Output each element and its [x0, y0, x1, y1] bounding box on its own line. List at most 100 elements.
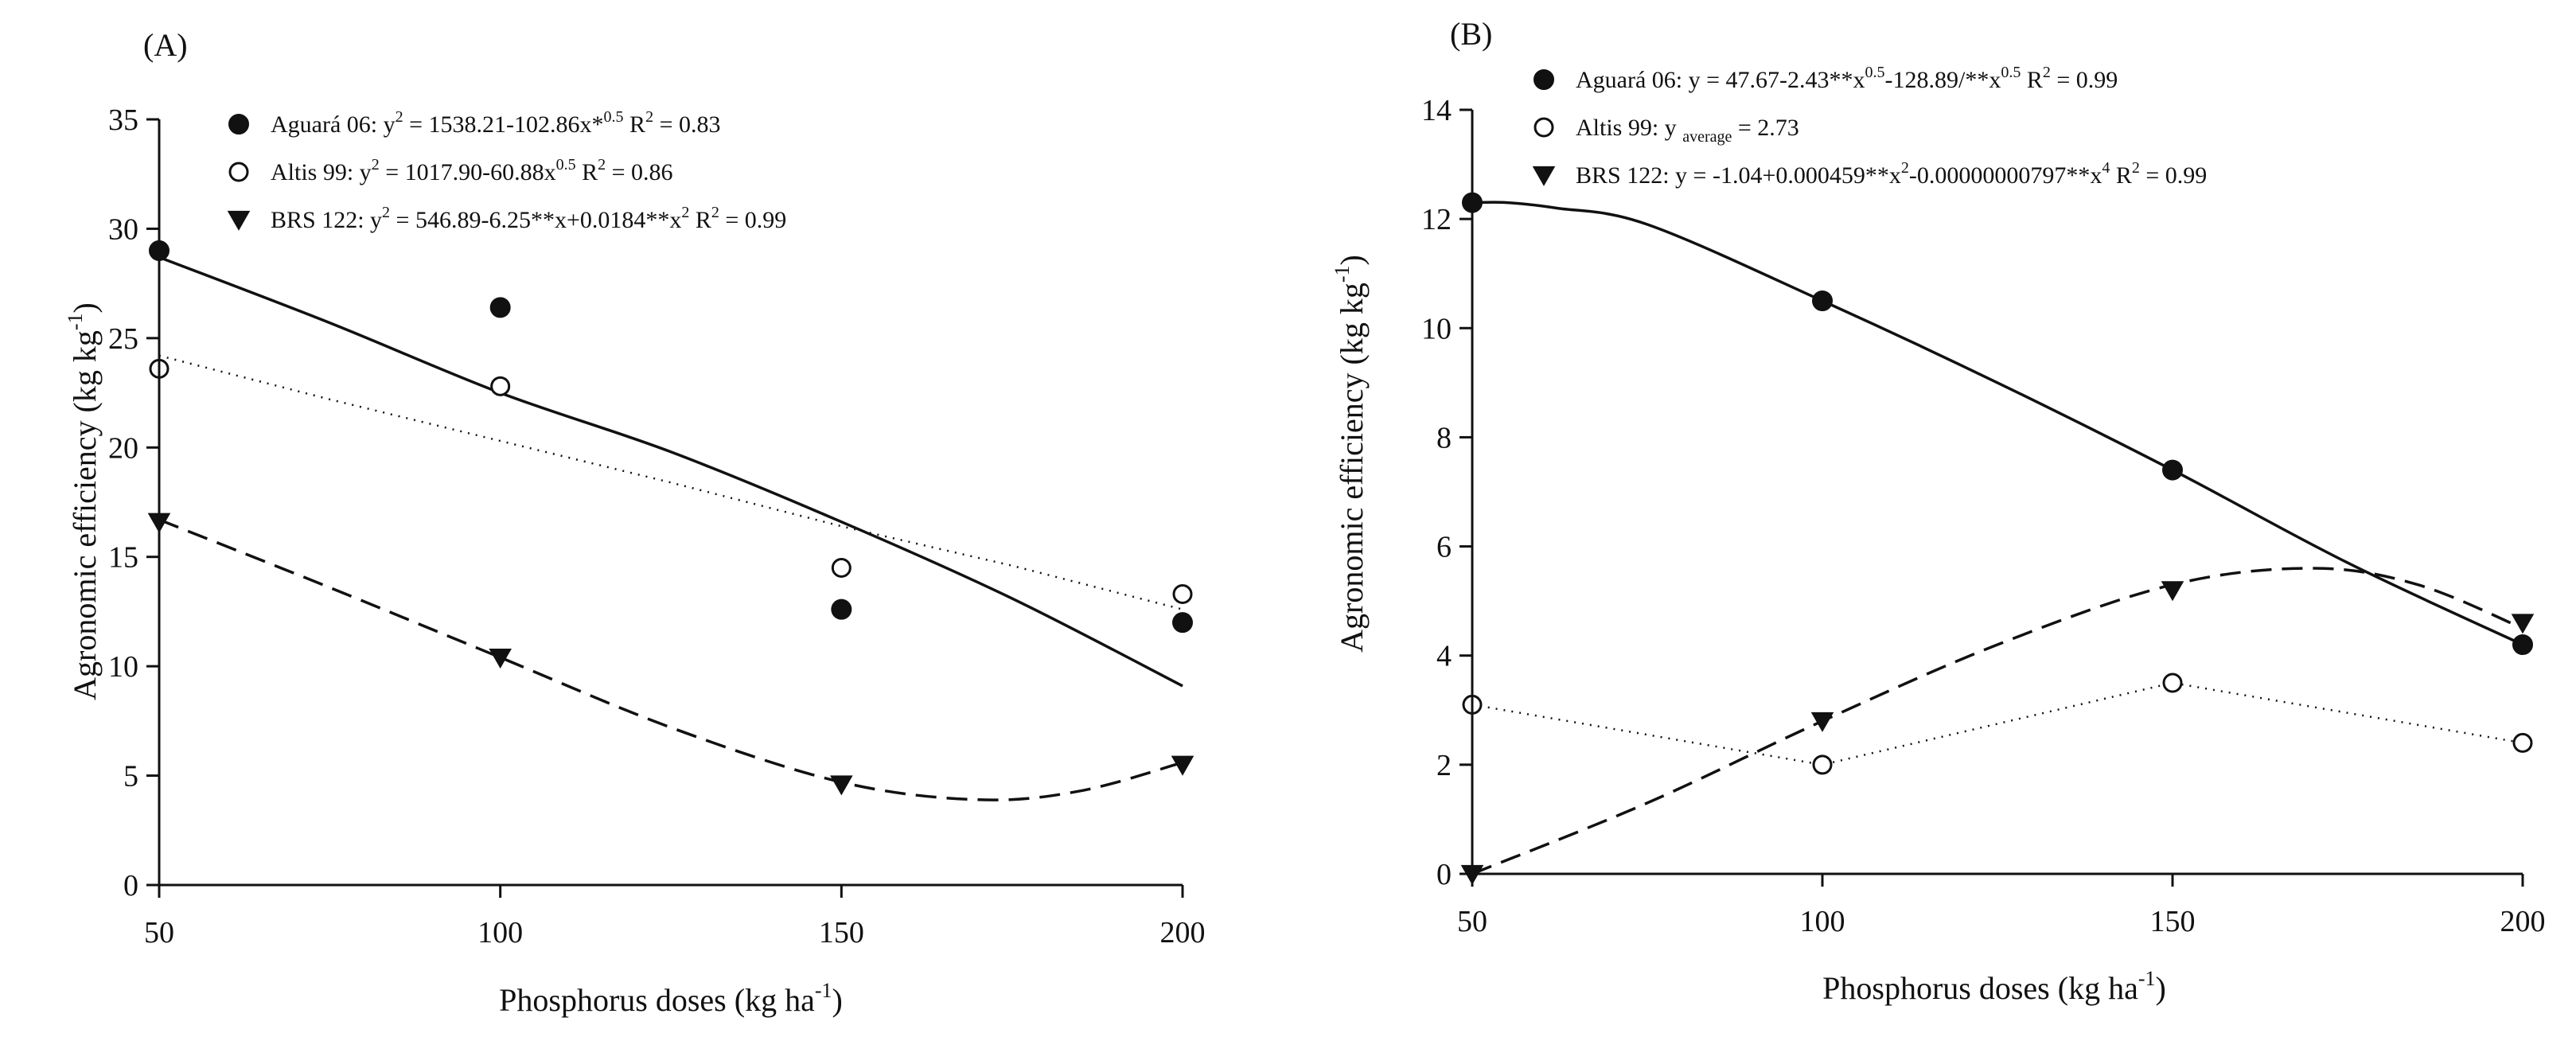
legend-text-segment: BRS 122: y = -1.04+0.000459**x — [1576, 162, 1901, 189]
x-tick-label: 200 — [1160, 916, 1206, 949]
point-brs-122 — [489, 648, 512, 669]
x-tick-label: 50 — [144, 916, 174, 949]
panel-a-x-axis-title: Phosphorus doses (kg ha-1) — [499, 979, 843, 1018]
panel-b-points — [1460, 192, 2535, 885]
point-altis-99 — [1812, 754, 1833, 775]
x-tick-label: 50 — [1457, 905, 1487, 938]
point-brs-122 — [1810, 712, 1834, 732]
legend-text-segment: 0.5 — [604, 108, 624, 126]
legend-text-segment: 2 — [382, 204, 390, 221]
legend-text-segment: = 0.99 — [719, 207, 786, 233]
legend-text-segment: = 0.86 — [606, 159, 672, 185]
panel-a-y-axis-title: Agronomic efficiency (kg kg-1) — [64, 302, 103, 700]
x-tick-label: 200 — [2500, 905, 2546, 938]
legend-text-segment: -0.00000000797**x — [1909, 162, 2102, 189]
legend-text-segment: Aguará 06: y = 47.67-2.43**x — [1576, 67, 1865, 93]
fit-line-brs-122 — [158, 518, 1183, 801]
y-tick-label: 30 — [108, 212, 138, 246]
point-brs-122 — [1171, 755, 1194, 776]
legend-text-segment: = 1538.21-102.86x* — [403, 111, 604, 138]
panel-a-label: (A) — [143, 27, 188, 63]
legend-marker-aguará-06 — [1534, 69, 1554, 90]
legend-text-segment: 4 — [2102, 159, 2110, 177]
y-tick-label: 25 — [108, 322, 138, 356]
point-aguará-06 — [2162, 459, 2183, 481]
point-aguará-06 — [831, 598, 852, 620]
legend-marker-altis-99 — [228, 162, 249, 182]
legend-text-segment: 2 — [2132, 159, 2140, 177]
y-tick-label: 10 — [108, 650, 138, 684]
panel-a-axes: 0 5 10 15 20 25 30 35 50 100 150 200 — [108, 103, 1206, 949]
panel-b-legend: Aguará 06: y = 47.67-2.43**x0.5-128.89/*… — [1532, 64, 2207, 189]
point-altis-99 — [490, 376, 511, 396]
legend-marker-brs-122 — [227, 210, 251, 231]
legend-text-segment: R — [624, 111, 646, 138]
legend-text-segment: 2 — [372, 156, 380, 174]
x-tick-label: 150 — [819, 916, 864, 949]
legend-text-segment: BRS 122: y — [271, 207, 382, 233]
y-tick-label: 0 — [1436, 858, 1452, 891]
y-tick-label: 20 — [108, 431, 138, 465]
legend-text-segment: 0.5 — [2001, 64, 2021, 81]
x-tick-label: 100 — [477, 916, 523, 949]
y-tick-label: 8 — [1436, 421, 1452, 454]
legend-text-segment: 2 — [711, 204, 719, 221]
legend-text-segment: 2 — [598, 156, 606, 174]
y-tick-label: 4 — [1436, 640, 1452, 673]
legend-text-segment: = 0.83 — [653, 111, 720, 138]
point-aguará-06 — [489, 297, 511, 318]
legend-text-segment: 0.5 — [556, 156, 576, 174]
legend-text-segment: R — [576, 159, 598, 185]
y-tick-label: 15 — [108, 541, 138, 575]
y-tick-label: 35 — [108, 103, 138, 137]
point-altis-99 — [1172, 583, 1193, 604]
legend-text-segment: = 0.99 — [2140, 162, 2207, 189]
legend-entry-aguará-06: Aguará 06: y2 = 1538.21-102.86x*0.5 R2 =… — [271, 108, 720, 138]
legend-text-segment: R — [2110, 162, 2132, 189]
panel-b-fit-lines — [1471, 201, 2523, 875]
legend-text-segment: = 0.99 — [2051, 67, 2118, 93]
panel-a-legend: Aguará 06: y2 = 1538.21-102.86x*0.5 R2 =… — [227, 108, 786, 233]
legend-marker-brs-122 — [1532, 166, 1556, 186]
legend-text-segment: R — [2021, 67, 2043, 93]
legend-text-segment: R — [689, 207, 711, 233]
point-altis-99 — [2162, 673, 2183, 693]
legend-text-segment: 2 — [681, 204, 689, 221]
panel-a-points — [147, 240, 1194, 796]
point-aguará-06 — [1812, 290, 1833, 311]
fit-line-aguará-06 — [1471, 201, 2523, 646]
panel-b-label: (B) — [1450, 16, 1492, 52]
y-tick-label: 10 — [1421, 312, 1452, 345]
legend-entry-aguará-06: Aguará 06: y = 47.67-2.43**x0.5-128.89/*… — [1576, 64, 2118, 93]
y-tick-label: 14 — [1421, 94, 1452, 127]
panel-b-x-axis-title: Phosphorus doses (kg ha-1) — [1822, 967, 2166, 1006]
point-altis-99 — [831, 557, 852, 578]
legend-text-segment: Altis 99: y — [1576, 115, 1682, 141]
x-tick-label: 150 — [2150, 905, 2196, 938]
legend-text-segment: = 1017.90-60.88x — [380, 159, 556, 185]
panel-b-y-axis-title: Agronomic efficiency (kg kg-1) — [1331, 255, 1370, 653]
panel-b-axes: 0 2 4 6 8 10 12 14 50 100 150 200 — [1421, 94, 2546, 938]
legend-marker-aguará-06 — [228, 114, 249, 135]
point-brs-122 — [2161, 581, 2184, 602]
fit-line-altis-99 — [158, 354, 1183, 610]
x-tick-label: 100 — [1800, 905, 1845, 938]
fit-line-altis-99 — [1471, 681, 2523, 766]
legend-text-segment: 2 — [645, 108, 653, 126]
legend-entry-brs-122: BRS 122: y2 = 546.89-6.25**x+0.0184**x2 … — [271, 204, 786, 233]
y-tick-label: 0 — [123, 869, 138, 903]
legend-text-segment: = 2.73 — [1732, 115, 1799, 141]
point-brs-122 — [830, 775, 853, 796]
y-tick-label: 6 — [1436, 531, 1452, 564]
fit-line-brs-122 — [1471, 567, 2523, 875]
legend-marker-altis-99 — [1534, 117, 1554, 138]
legend-text-segment: = 546.89-6.25**x+0.0184**x — [390, 207, 681, 233]
y-tick-label: 5 — [123, 760, 138, 793]
legend-entry-altis-99: Altis 99: y average = 2.73 — [1576, 115, 1799, 146]
legend-text-segment: 0.5 — [1865, 64, 1885, 81]
legend-text-segment: 2 — [1901, 159, 1909, 177]
y-tick-label: 12 — [1421, 203, 1452, 236]
legend-text-segment: Altis 99: y — [271, 159, 372, 185]
legend-text-segment: 2 — [2043, 64, 2051, 81]
